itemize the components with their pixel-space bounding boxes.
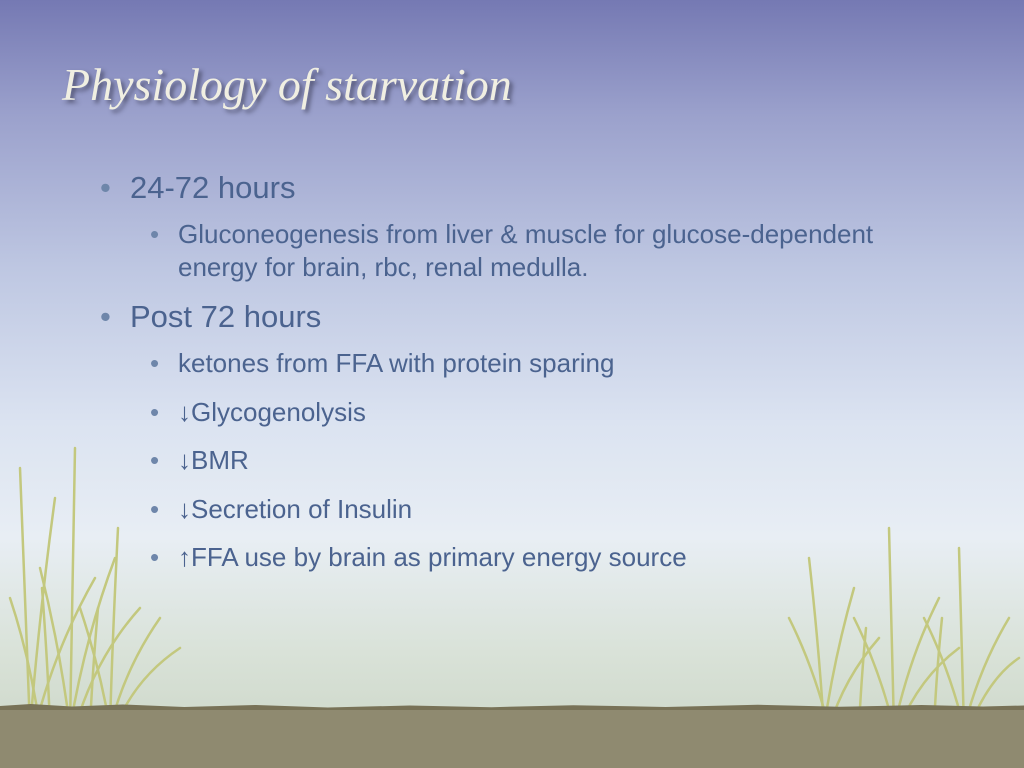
bullet-text: ↓Secretion of Insulin — [178, 494, 412, 524]
ground-decoration — [0, 708, 1024, 768]
bullet-level2: ↑FFA use by brain as primary energy sour… — [150, 541, 920, 574]
bullet-level2: ↓BMR — [150, 444, 920, 477]
bullet-text: ↑FFA use by brain as primary energy sour… — [178, 542, 687, 572]
bullet-text: ↓Glycogenolysis — [178, 397, 366, 427]
bullet-level1: Post 72 hours ketones from FFA with prot… — [100, 299, 920, 574]
slide-body: 24-72 hours Gluconeogenesis from liver &… — [100, 170, 920, 590]
bullet-text: ↓BMR — [178, 445, 249, 475]
presentation-slide: Physiology of starvation 24-72 hours Glu… — [0, 0, 1024, 768]
bullet-text: Gluconeogenesis from liver & muscle for … — [178, 219, 873, 282]
bullet-level2: ketones from FFA with protein sparing — [150, 347, 920, 380]
slide-title: Physiology of starvation — [62, 58, 512, 111]
bullet-level2: Gluconeogenesis from liver & muscle for … — [150, 218, 920, 283]
bullet-text: Post 72 hours — [130, 299, 321, 334]
bullet-level2: ↓Glycogenolysis — [150, 396, 920, 429]
bullet-text: 24-72 hours — [130, 170, 295, 205]
bullet-level1: 24-72 hours Gluconeogenesis from liver &… — [100, 170, 920, 283]
bullet-level2: ↓Secretion of Insulin — [150, 493, 920, 526]
bullet-text: ketones from FFA with protein sparing — [178, 348, 614, 378]
